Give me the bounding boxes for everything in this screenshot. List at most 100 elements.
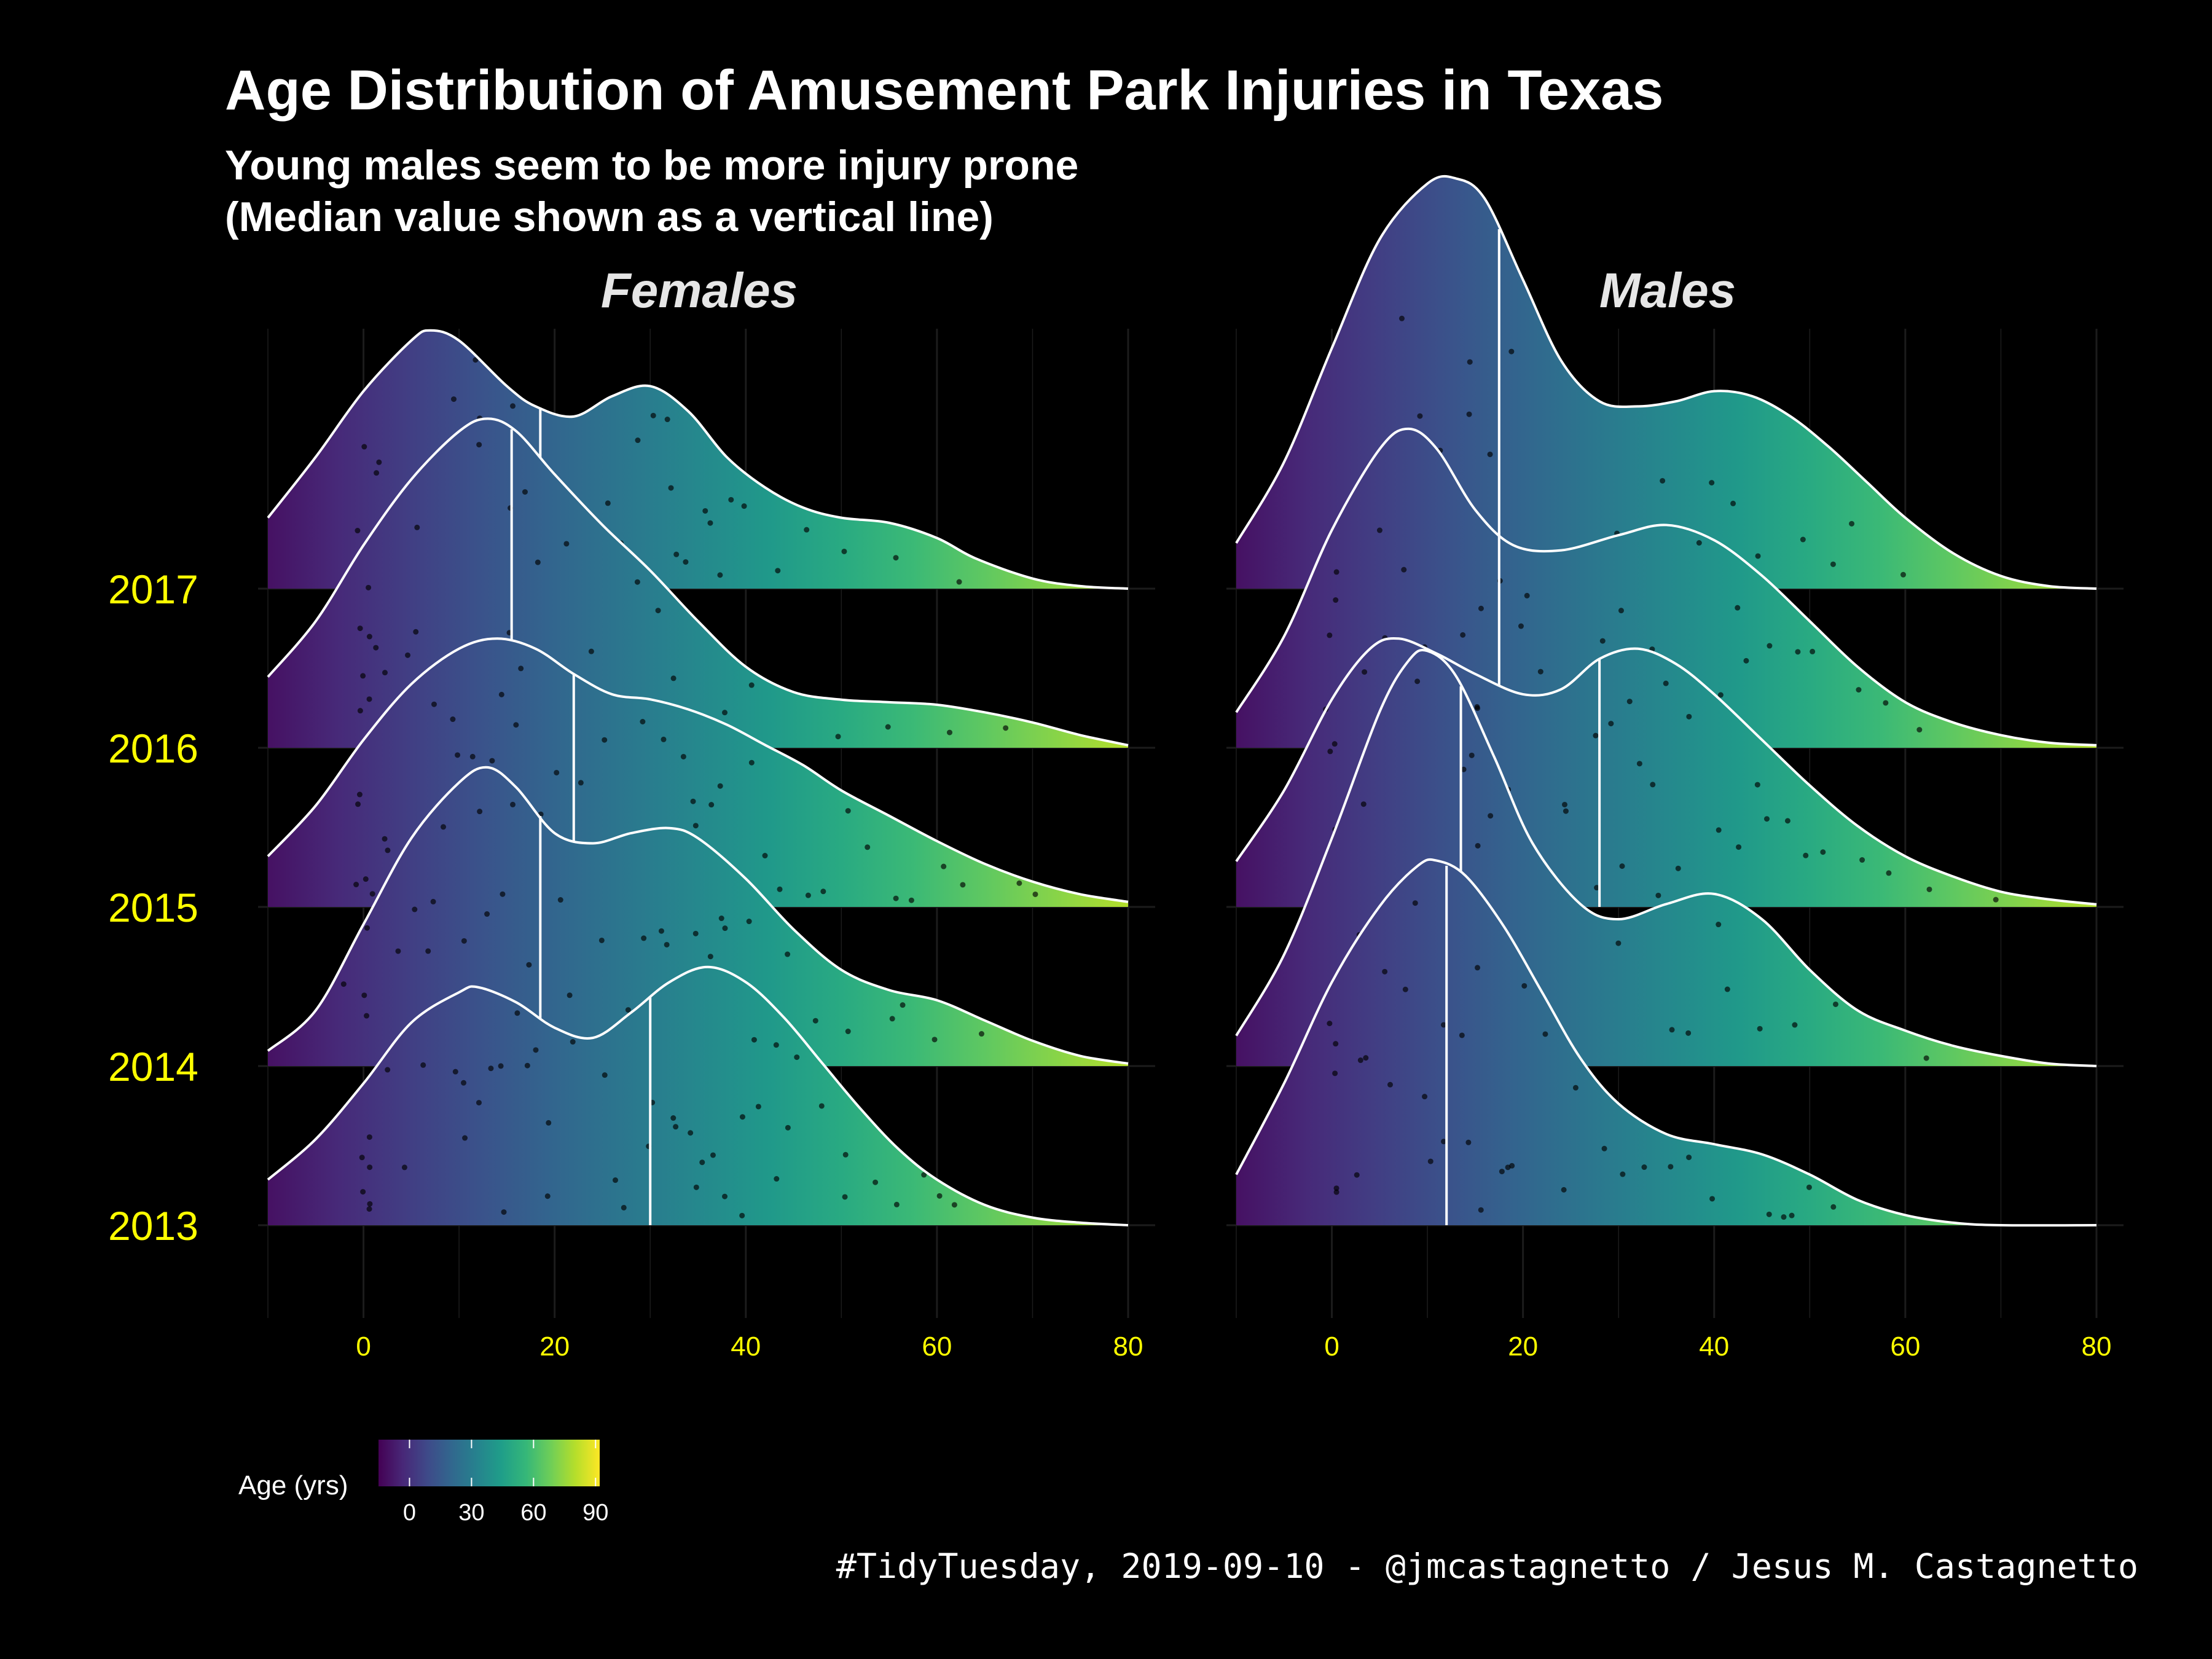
data-point <box>1626 699 1633 705</box>
data-point <box>1382 968 1388 975</box>
legend-colorbar <box>378 1440 600 1486</box>
facet-label-females: Females <box>601 263 798 318</box>
data-point <box>1668 1164 1674 1170</box>
data-point <box>450 716 456 723</box>
data-point <box>845 1029 851 1035</box>
ridge-outline <box>1235 175 2097 590</box>
data-point <box>931 1037 938 1043</box>
data-point <box>655 608 661 614</box>
data-point <box>1333 597 1339 603</box>
data-point <box>1709 1196 1716 1202</box>
data-point <box>717 572 723 578</box>
data-point <box>359 1155 365 1161</box>
data-point <box>1537 669 1543 675</box>
data-point <box>812 1018 818 1024</box>
data-point <box>842 1151 849 1158</box>
data-point <box>588 648 594 654</box>
data-point <box>360 673 366 679</box>
ridge-2013 <box>1235 858 2097 1227</box>
data-point <box>1859 857 1865 863</box>
data-point <box>1327 632 1333 638</box>
data-point <box>893 555 899 561</box>
data-point <box>1615 940 1622 946</box>
data-point <box>1460 632 1466 638</box>
data-point <box>414 524 420 530</box>
data-point <box>699 1159 705 1166</box>
data-point <box>1767 643 1773 649</box>
data-point <box>1333 1185 1339 1191</box>
data-point <box>361 444 367 450</box>
data-point <box>889 1016 895 1022</box>
data-point <box>1478 605 1484 611</box>
data-point <box>1461 766 1467 772</box>
legend-tick-label: 0 <box>403 1500 416 1526</box>
ridge-outline <box>1235 427 2097 747</box>
x-tick-label: 80 <box>2082 1332 2112 1362</box>
data-point <box>1806 1184 1812 1190</box>
data-point <box>748 682 755 688</box>
x-tick-label: 40 <box>731 1332 761 1362</box>
data-point <box>1542 1031 1548 1037</box>
data-point <box>1414 678 1421 684</box>
data-point <box>739 1114 745 1120</box>
data-point <box>364 925 370 931</box>
data-point <box>956 579 962 585</box>
data-point <box>739 1212 745 1218</box>
data-point <box>835 734 841 740</box>
data-point <box>489 758 495 764</box>
data-point <box>1332 741 1338 747</box>
data-point <box>1327 1021 1333 1027</box>
data-point <box>785 1124 791 1131</box>
data-point <box>602 1072 608 1078</box>
data-point <box>498 1063 504 1069</box>
data-point <box>476 442 482 448</box>
data-point <box>598 937 605 943</box>
data-point <box>461 1080 467 1086</box>
data-point <box>356 791 363 798</box>
data-point <box>634 579 640 585</box>
data-point <box>1465 1139 1472 1145</box>
chart-title: Age Distribution of Amusement Park Injur… <box>225 59 1663 122</box>
data-point <box>673 551 680 557</box>
data-point <box>498 691 504 697</box>
data-point <box>762 853 768 859</box>
legend-tick-label: 60 <box>520 1500 546 1526</box>
data-point <box>1618 608 1624 614</box>
data-point <box>692 823 699 829</box>
data-point <box>477 809 483 815</box>
data-point <box>395 948 401 954</box>
data-point <box>605 500 611 506</box>
data-point <box>1487 451 1493 457</box>
data-point <box>673 1124 679 1130</box>
data-point <box>1440 1022 1446 1028</box>
ridge-outline <box>1235 648 2097 1067</box>
data-point <box>690 798 696 804</box>
data-point <box>1016 880 1022 886</box>
data-point <box>1650 782 1656 788</box>
data-point <box>893 895 899 901</box>
chart-subtitle-line1: Young males seem to be more injury prone <box>225 142 1078 189</box>
data-point <box>382 836 388 842</box>
data-point <box>865 844 871 850</box>
data-point <box>1781 1214 1787 1220</box>
data-point <box>1003 725 1009 731</box>
data-point <box>1360 801 1367 807</box>
data-point <box>1599 638 1606 644</box>
x-tick-label: 20 <box>1508 1332 1538 1362</box>
data-point <box>1686 1155 1692 1161</box>
data-point <box>1608 721 1614 727</box>
data-point <box>1716 827 1722 833</box>
data-point <box>664 941 670 947</box>
data-point <box>1755 553 1761 559</box>
x-tick-label: 60 <box>1890 1332 1920 1362</box>
data-point <box>1685 1030 1692 1036</box>
ridge-outline <box>267 329 1129 590</box>
data-point <box>357 626 363 632</box>
data-point <box>355 528 361 534</box>
data-point <box>401 1164 407 1171</box>
y-tick-label-2017: 2017 <box>108 567 198 612</box>
chart-subtitle-line2: (Median value shown as a vertical line) <box>225 194 994 240</box>
data-point <box>885 724 891 730</box>
data-point <box>1518 623 1524 629</box>
data-point <box>1475 705 1481 712</box>
